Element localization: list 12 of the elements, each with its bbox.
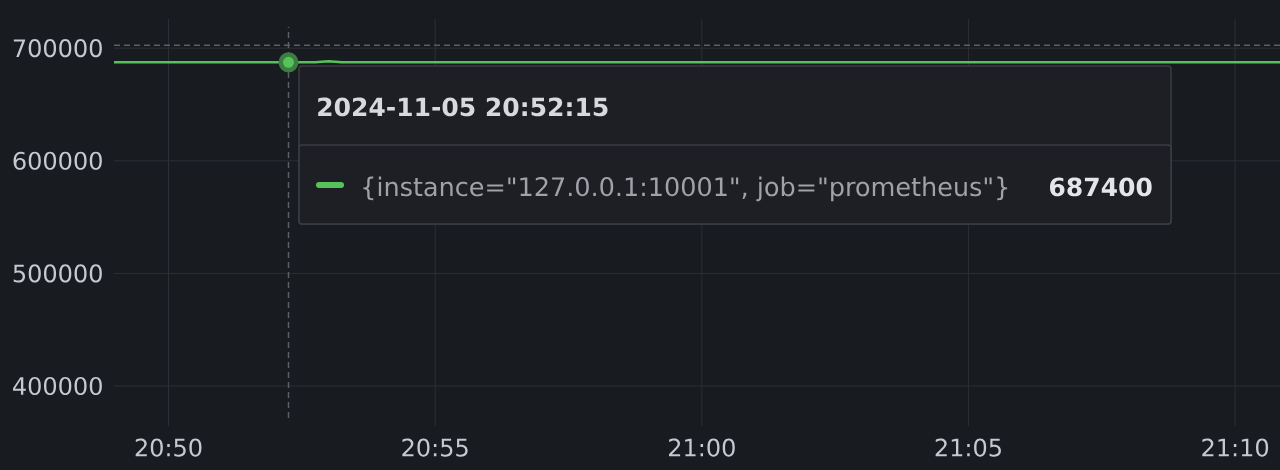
x-tick-label: 20:55 (402, 438, 468, 457)
y-tick-label: 700000 (13, 39, 102, 58)
y-tick-label: 400000 (13, 376, 102, 396)
x-tick-label: 21:10 (1202, 438, 1269, 457)
legend-label: {instance="127.0.0.1:10001", job="prometheus"} (363, 176, 1008, 202)
x-tick-label: 21:05 (935, 438, 1001, 457)
y-tick-label: 500000 (13, 264, 102, 283)
x-tick-label: 20:50 (135, 438, 202, 457)
annotation: 2024-11-05 20:52:15 (318, 97, 608, 117)
y-tick-label: 600000 (13, 151, 102, 170)
annotation: 687400 (1050, 177, 1152, 197)
x-tick-label: 21:00 (668, 438, 735, 457)
